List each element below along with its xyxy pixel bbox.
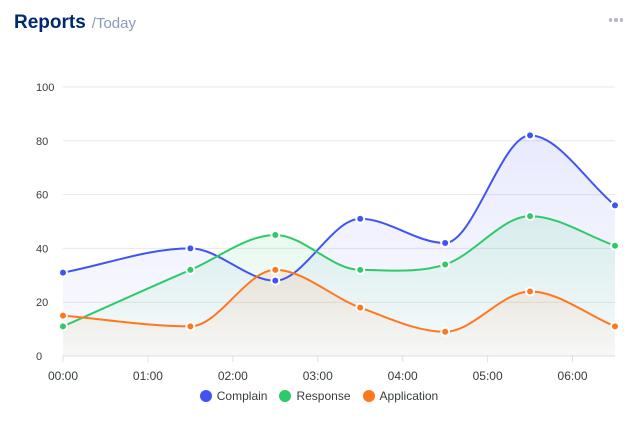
point-response[interactable] bbox=[525, 211, 536, 222]
series-areas bbox=[63, 135, 615, 356]
point-complain[interactable] bbox=[185, 243, 196, 254]
point-application[interactable] bbox=[525, 286, 536, 297]
legend-marker bbox=[362, 390, 375, 402]
point-response[interactable] bbox=[610, 240, 620, 251]
x-tick-label: 02:00 bbox=[218, 369, 248, 383]
x-tick-label: 04:00 bbox=[388, 369, 418, 383]
legend-marker bbox=[279, 390, 292, 402]
point-complain[interactable] bbox=[58, 267, 68, 278]
card-subtitle: /Today bbox=[91, 15, 136, 32]
point-response[interactable] bbox=[270, 229, 281, 240]
point-response[interactable] bbox=[440, 259, 451, 270]
point-complain[interactable] bbox=[525, 130, 536, 141]
point-application[interactable] bbox=[355, 302, 366, 313]
legend-item-complain[interactable]: Complain bbox=[199, 389, 268, 403]
point-application[interactable] bbox=[440, 326, 451, 337]
point-application[interactable] bbox=[185, 321, 196, 332]
legend-label: Application bbox=[379, 389, 439, 403]
y-tick-label: 0 bbox=[36, 351, 42, 363]
chart-legend: Complain Response Application bbox=[0, 389, 638, 403]
more-dots-icon[interactable] bbox=[604, 10, 628, 30]
legend-label: Response bbox=[296, 389, 351, 403]
x-tick-label: 01:00 bbox=[133, 369, 163, 383]
card-title: Reports bbox=[14, 12, 86, 33]
area-application bbox=[63, 269, 615, 356]
y-tick-label: 60 bbox=[36, 190, 48, 202]
point-response[interactable] bbox=[185, 264, 196, 275]
point-complain[interactable] bbox=[270, 275, 281, 286]
card-header: Reports /Today bbox=[14, 12, 136, 34]
x-tick-label: 05:00 bbox=[473, 369, 503, 383]
x-tick-label: 03:00 bbox=[303, 369, 333, 383]
series-points bbox=[58, 130, 620, 337]
legend-label: Complain bbox=[216, 389, 268, 403]
dot bbox=[614, 18, 618, 22]
x-tick-label: 06:00 bbox=[558, 369, 588, 383]
y-tick-label: 100 bbox=[36, 82, 54, 94]
dot bbox=[619, 18, 624, 22]
point-complain[interactable] bbox=[440, 238, 451, 249]
point-application[interactable] bbox=[270, 264, 281, 275]
legend-item-response[interactable]: Response bbox=[279, 389, 351, 403]
point-response[interactable] bbox=[58, 321, 68, 332]
point-response[interactable] bbox=[355, 264, 366, 275]
y-tick-label: 80 bbox=[36, 136, 48, 148]
dot bbox=[608, 18, 613, 22]
x-tick-label: 00:00 bbox=[48, 369, 78, 383]
legend-marker bbox=[199, 390, 212, 402]
point-complain[interactable] bbox=[355, 213, 366, 224]
axes: 0 20 40 60 80 100 00:00 01:00 02:00 03:00 04:00 05:… bbox=[36, 82, 588, 383]
point-application[interactable] bbox=[58, 310, 68, 321]
y-tick-label: 20 bbox=[36, 297, 48, 309]
point-application[interactable] bbox=[610, 321, 620, 332]
y-tick-label: 40 bbox=[36, 243, 48, 255]
legend-item-application[interactable]: Application bbox=[362, 389, 439, 403]
point-complain[interactable] bbox=[610, 200, 620, 211]
